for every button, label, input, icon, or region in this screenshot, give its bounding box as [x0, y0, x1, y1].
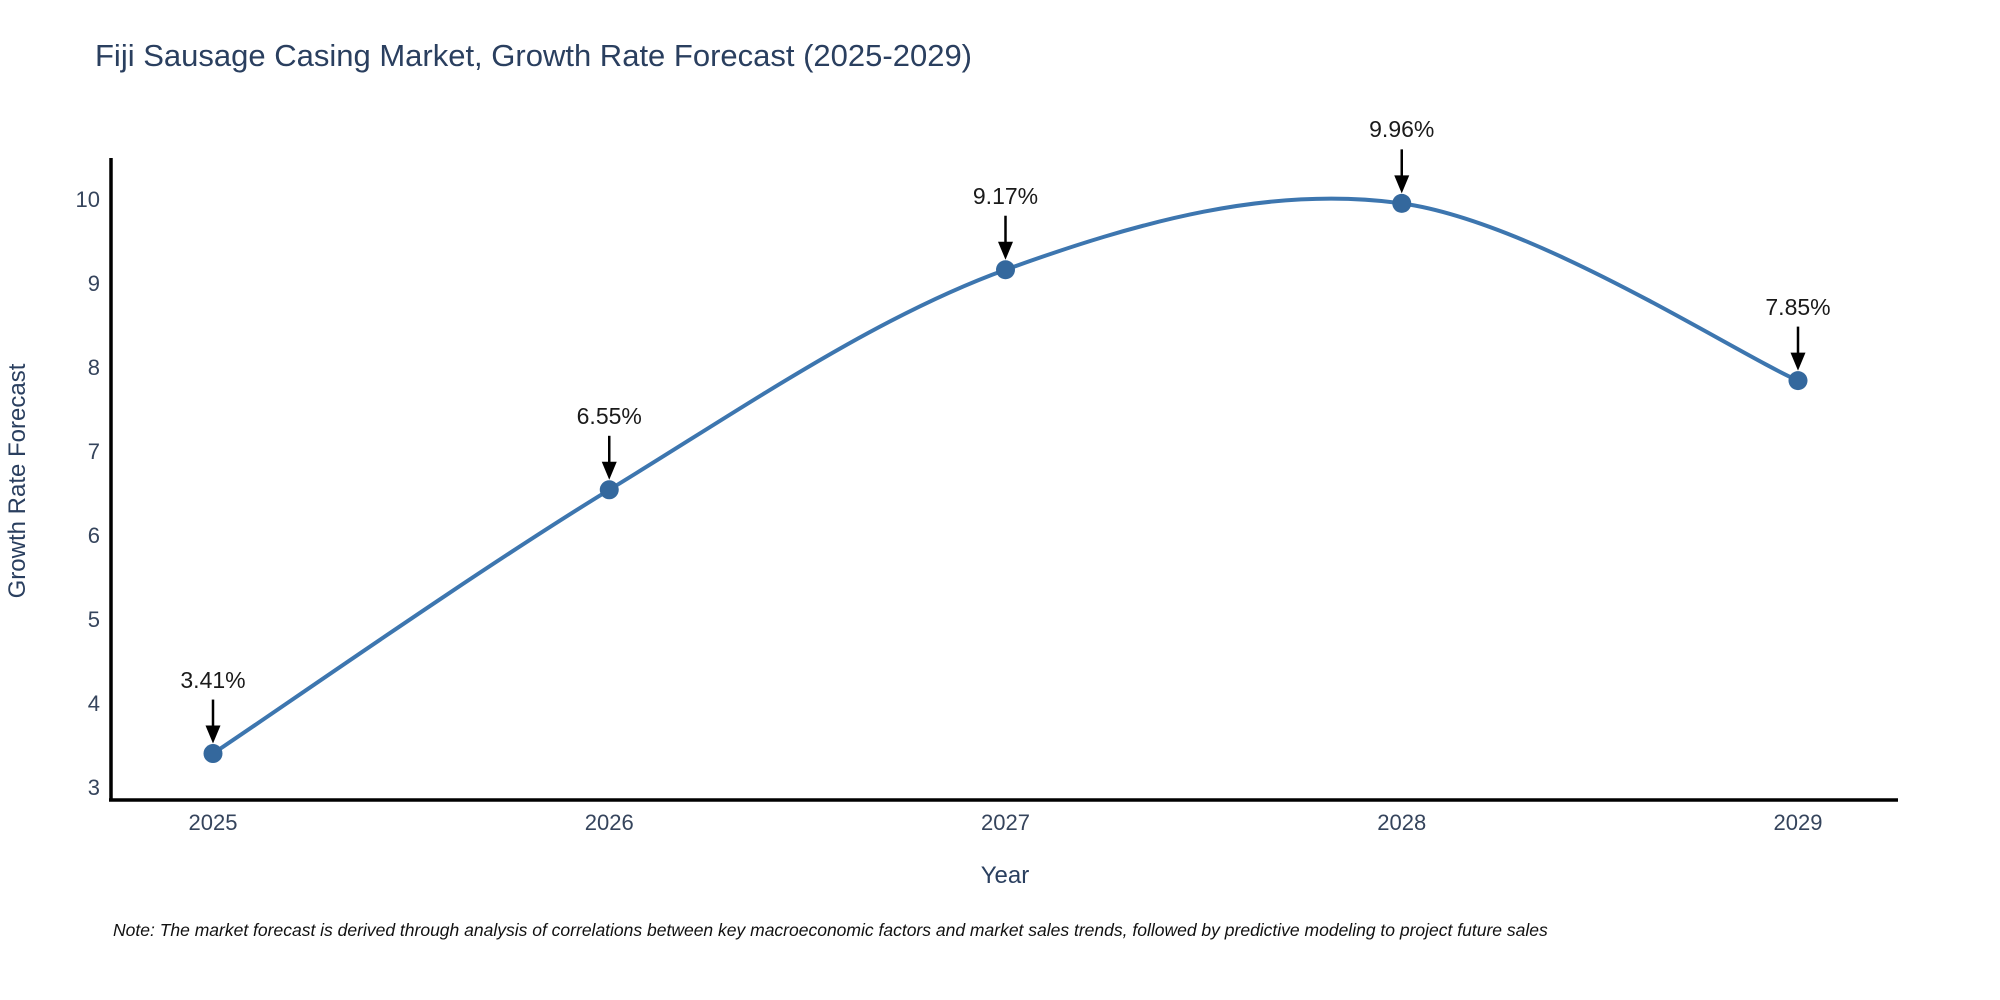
forecast-line [211, 196, 1799, 756]
y-tick-label: 7 [87, 439, 100, 464]
y-axis-title: Growth Rate Forecast [4, 363, 31, 599]
data-point-label: 7.85% [1765, 293, 1831, 320]
data-point-label: 9.17% [972, 182, 1039, 209]
footnote: Note: The market forecast is derived thr… [113, 920, 1548, 940]
y-tick-label: 4 [87, 691, 100, 716]
x-tick-label: 2026 [584, 810, 634, 835]
y-tick-label: 10 [75, 187, 100, 212]
data-point-marker [1392, 193, 1412, 213]
annotation-arrow-head [601, 461, 617, 480]
y-tick-label: 5 [87, 607, 100, 632]
data-point-marker [996, 260, 1015, 280]
y-tick-label: 8 [87, 355, 100, 380]
data-point-marker [203, 744, 223, 764]
x-tick-label: 2028 [1377, 810, 1427, 835]
x-tick-label: 2029 [1773, 810, 1823, 835]
data-point-label: 6.55% [576, 402, 642, 429]
x-axis-title: Year [980, 862, 1030, 889]
annotation-arrow-head [1790, 352, 1806, 371]
annotation-arrow-head [1394, 175, 1410, 194]
annotation-arrow-head [205, 725, 221, 744]
line-series [203, 193, 1808, 764]
y-tick-label: 3 [87, 775, 100, 800]
data-point-marker [1788, 371, 1808, 391]
y-tick-label: 9 [87, 271, 100, 296]
x-tick-label: 2027 [981, 810, 1030, 835]
data-point-label: 9.96% [1369, 116, 1435, 143]
y-tick-label: 6 [87, 523, 100, 548]
annotation-arrows [205, 149, 1806, 744]
data-point-marker [599, 480, 619, 500]
annotation-arrow-head [998, 241, 1013, 260]
x-tick-label: 2025 [188, 810, 238, 835]
chart-title: Fiji Sausage Casing Market, Growth Rate … [95, 38, 973, 73]
data-point-label: 3.41% [180, 666, 246, 693]
